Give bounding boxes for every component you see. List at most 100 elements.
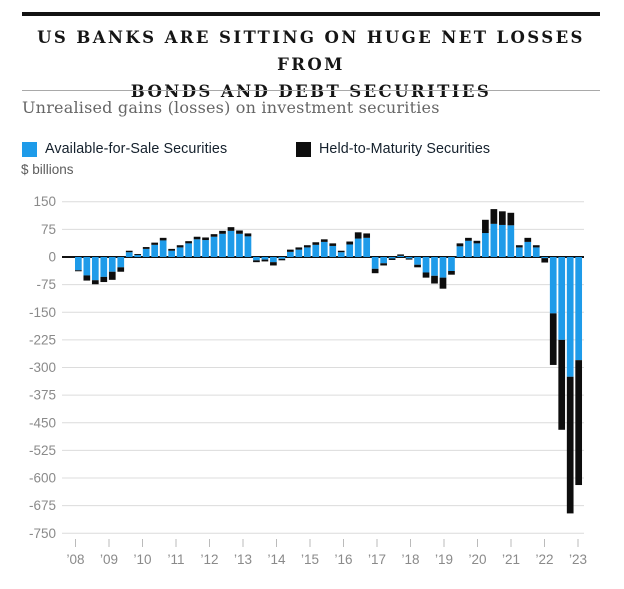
- bar-afs: [176, 247, 184, 257]
- bar-htm: [541, 258, 549, 263]
- bar-afs: [219, 233, 226, 257]
- bar-htm: [465, 237, 472, 241]
- afs-legend-label: Available-for-Sale Securities: [45, 141, 228, 157]
- bar-afs: [558, 257, 566, 340]
- x-tick-label: ’17: [368, 552, 386, 567]
- x-tick-label: ’19: [435, 552, 453, 567]
- bar-afs: [295, 249, 303, 257]
- bar-afs: [422, 257, 430, 273]
- bar-htm: [75, 270, 82, 272]
- bar-htm: [100, 276, 108, 283]
- bar-htm: [439, 277, 447, 289]
- bar-afs: [185, 243, 192, 257]
- y-tick-label: -450: [29, 415, 56, 430]
- bar-afs: [108, 257, 116, 272]
- bar-afs: [388, 257, 396, 259]
- bar-afs: [91, 257, 99, 281]
- x-tick-label: ’15: [301, 552, 319, 567]
- bar-htm: [397, 254, 404, 256]
- bar-afs: [210, 236, 218, 257]
- y-tick-label: -300: [29, 360, 56, 375]
- bar-afs: [371, 257, 379, 269]
- bar-afs: [270, 257, 277, 263]
- legend-item-htm: Held-to-Maturity Securities: [296, 140, 490, 158]
- bar-htm: [151, 242, 159, 245]
- y-tick-label: -375: [29, 388, 56, 403]
- bar-htm: [134, 254, 142, 256]
- y-tick-label: -750: [29, 526, 56, 541]
- bar-afs: [490, 223, 498, 257]
- bar-htm: [108, 271, 116, 280]
- bar-htm: [380, 263, 387, 266]
- x-axis: ’08 ’09 ’10 ’11 ’12 ’13 ’14 ’15 ’16 ’17 ’18 ’19 ’20 ’…: [66, 539, 587, 567]
- bar-htm: [456, 243, 464, 247]
- bar-afs: [448, 257, 455, 271]
- bar-htm: [490, 209, 498, 224]
- y-tick-label: -75: [36, 277, 56, 292]
- bar-htm: [303, 245, 311, 248]
- y-tick-label: 150: [33, 194, 56, 209]
- bar-htm: [125, 250, 133, 253]
- y-axis-labels: 150 75 0 -75 -150 -225 -300 -375 -450 -525 -600 -67…: [29, 194, 56, 541]
- bar-htm: [566, 376, 574, 514]
- bar-afs: [329, 245, 337, 257]
- bar-htm: [253, 260, 260, 263]
- chart-area: 150 75 0 -75 -150 -225 -300 -375 -450 -525 -600 -67…: [0, 186, 624, 586]
- bar-afs: [151, 244, 159, 257]
- bar-afs: [456, 246, 464, 257]
- bar-afs: [236, 233, 243, 257]
- bar-htm: [575, 360, 583, 486]
- bars: [75, 209, 583, 514]
- bar-htm: [558, 339, 566, 430]
- bar-afs: [320, 241, 328, 257]
- bar-afs: [346, 244, 354, 257]
- bar-htm: [312, 242, 320, 245]
- y-tick-label: -675: [29, 498, 56, 513]
- bar-afs: [202, 240, 209, 257]
- bar-afs: [100, 257, 108, 277]
- bar-htm: [482, 219, 489, 234]
- bar-htm: [473, 240, 481, 244]
- htm-legend-swatch-icon: [296, 141, 311, 157]
- bar-htm: [337, 250, 345, 253]
- bar-afs: [575, 257, 583, 361]
- bar-afs: [549, 257, 557, 314]
- bar-afs: [507, 225, 515, 257]
- bar-htm: [448, 270, 455, 275]
- x-tick-label: ’09: [100, 552, 118, 567]
- bar-afs: [134, 254, 142, 257]
- x-tick-label: ’13: [234, 552, 252, 567]
- bar-htm: [117, 267, 125, 272]
- bar-htm: [422, 272, 430, 278]
- bar-htm: [244, 233, 252, 237]
- bar-afs: [414, 257, 421, 265]
- bar-afs: [142, 248, 150, 257]
- bar-afs: [439, 257, 447, 278]
- x-tick-label: ’23: [569, 552, 587, 567]
- x-tick-label: ’16: [334, 552, 352, 567]
- afs-legend-swatch-icon: [22, 141, 37, 157]
- bar-afs: [532, 247, 540, 257]
- bar-afs: [524, 241, 532, 257]
- y-tick-label: 0: [48, 250, 56, 265]
- title-line-2: BONDS AND DEBT SECURITIES: [130, 82, 492, 101]
- bar-afs: [287, 251, 294, 257]
- chart-subtitle: Unrealised gains (losses) on investment …: [22, 98, 440, 117]
- bar-htm: [388, 258, 396, 260]
- bar-htm: [405, 258, 413, 260]
- x-tick-label: ’20: [468, 552, 486, 567]
- y-tick-label: -150: [29, 305, 56, 320]
- bar-htm: [176, 245, 184, 248]
- bar-htm: [507, 212, 515, 226]
- bar-htm: [287, 249, 294, 252]
- bar-afs: [244, 236, 252, 257]
- bar-afs: [312, 244, 320, 257]
- bar-afs: [397, 255, 404, 257]
- bar-afs: [261, 257, 269, 260]
- page-title: US BANKS ARE SITTING ON HUGE NET LOSSES …: [22, 24, 600, 105]
- bar-afs: [303, 247, 311, 257]
- bar-afs: [117, 257, 125, 268]
- bar-htm: [320, 239, 328, 242]
- bar-htm: [168, 248, 175, 251]
- legend: Available-for-Sale Securities Held-to-Ma…: [22, 140, 600, 158]
